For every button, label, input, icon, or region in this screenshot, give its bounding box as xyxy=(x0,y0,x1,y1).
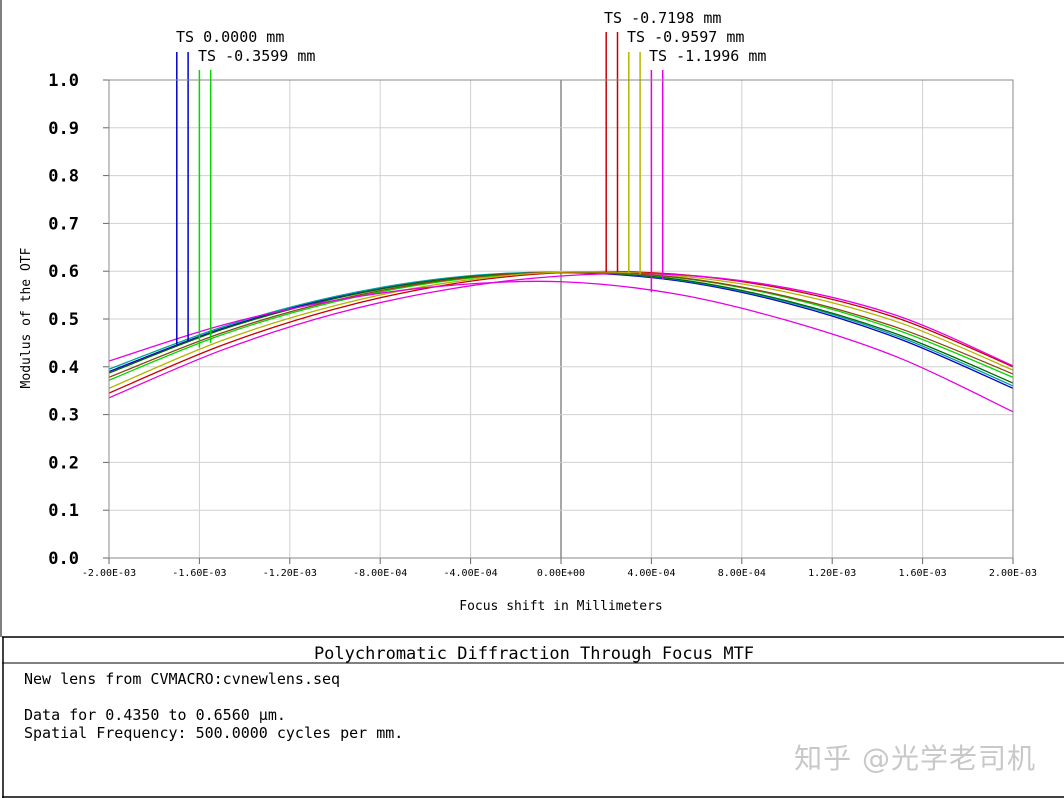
report-info: New lens from CVMACRO:cvnewlens.seq Data … xyxy=(24,670,744,742)
report-title: Polychromatic Diffraction Through Focus … xyxy=(314,644,754,664)
y-tick-label: 0.3 xyxy=(48,406,79,426)
series-line xyxy=(108,280,1014,413)
x-tick-label: 8.00E-04 xyxy=(718,568,766,579)
y-tick-label: 0.8 xyxy=(48,167,79,187)
report-info-line: Data for 0.4350 to 0.6560 µm. xyxy=(24,706,286,724)
y-tick-label: 0.0 xyxy=(48,549,79,569)
legend-label: TS -0.9597 mm xyxy=(627,28,744,46)
y-tick-label: 0.5 xyxy=(48,310,79,330)
x-tick-label: 2.00E-03 xyxy=(989,568,1037,579)
x-tick-label: -1.60E-03 xyxy=(172,568,226,579)
y-tick-label: 0.7 xyxy=(48,214,79,234)
y-tick-label: 0.9 xyxy=(48,119,79,139)
x-tick-label: 4.00E-04 xyxy=(627,568,675,579)
y-tick-label: 0.4 xyxy=(48,358,79,378)
x-tick-label: -4.00E-04 xyxy=(444,568,498,579)
legend-label: TS -0.7198 mm xyxy=(604,9,721,27)
legend-label: TS 0.0000 mm xyxy=(176,28,284,46)
legend-label: TS -1.1996 mm xyxy=(649,47,766,65)
series-line xyxy=(108,272,1014,399)
watermark: 知乎 @光学老司机 xyxy=(794,742,1036,775)
x-tick-label: -8.00E-04 xyxy=(353,568,407,579)
x-tick-label: 0.00E+00 xyxy=(537,568,585,579)
y-tick-label: 0.1 xyxy=(48,501,79,521)
y-tick-label: 1.0 xyxy=(48,71,79,91)
series-line xyxy=(108,271,1014,389)
x-tick-label: -1.20E-03 xyxy=(263,568,317,579)
y-axis-label: Modulus of the OTF xyxy=(19,247,34,388)
series-layer xyxy=(108,270,1014,413)
report-info-line: Spatial Frequency: 500.0000 cycles per m… xyxy=(24,724,404,742)
y-tick-label: 0.6 xyxy=(48,262,79,282)
x-tick-label: 1.20E-03 xyxy=(808,568,856,579)
report-info-line: New lens from CVMACRO:cvnewlens.seq xyxy=(24,670,341,688)
x-tick-label: 1.60E-03 xyxy=(899,568,947,579)
plot-frame xyxy=(108,79,1014,559)
x-tick-label: -2.00E-03 xyxy=(82,568,136,579)
x-axis-label: Focus shift in Millimeters xyxy=(459,599,663,614)
axes: -2.00E-03 -1.60E-03 -1.20E-03 -8.00E-04 -4.0… xyxy=(48,71,1037,579)
legend-label: TS -0.3599 mm xyxy=(198,47,315,65)
focus-markers xyxy=(176,32,664,348)
y-tick-label: 0.2 xyxy=(48,453,79,473)
report-info-line xyxy=(24,688,744,706)
